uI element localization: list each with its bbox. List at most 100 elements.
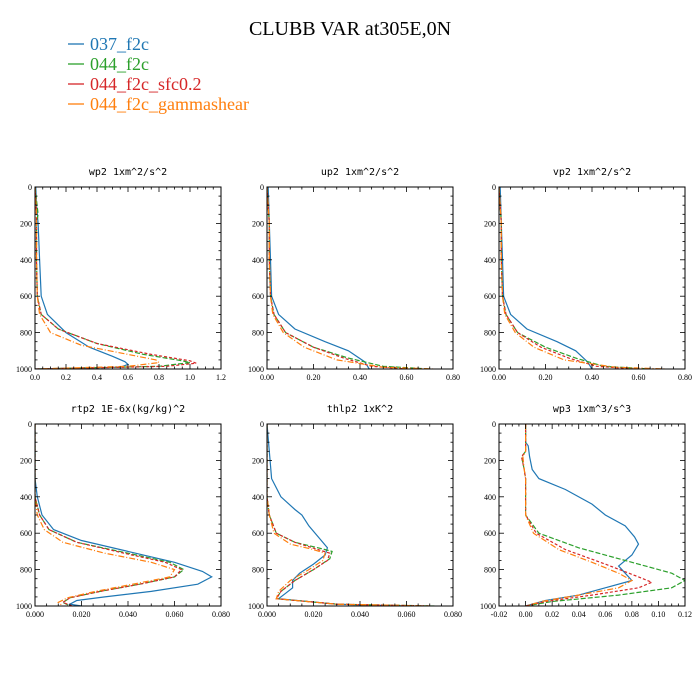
series-line-044_f2c_gammashear (499, 187, 667, 369)
panel-5: thlp2 1xK^2 0.000 0.020 0.040 0.060 0.080 0 200… (248, 404, 462, 619)
series-line-044_f2c_gammashear (35, 424, 176, 606)
y-tick-label: 0 (260, 420, 264, 429)
legend-entry: 044_f2c_gammashear (68, 94, 249, 114)
panel-4: rtp2 1E-6x(kg/kg)^2 0.000 0.020 0.040 0.060 0… (16, 404, 230, 619)
y-tick-label: 400 (20, 493, 32, 502)
series-line-044_f2c_sfc0.2 (35, 424, 183, 606)
series-line-044_f2c_gammashear (35, 187, 161, 369)
y-tick-label: 200 (484, 219, 496, 228)
y-tick-label: 1000 (16, 365, 32, 374)
plot-frame (498, 423, 686, 607)
panel-title: wp2 1xm^2/s^2 (89, 167, 167, 178)
legend-entry: 037_f2c (68, 34, 149, 54)
x-tick-label: 0.00 (260, 373, 274, 382)
y-tick-label: 0 (492, 183, 496, 192)
x-tick-label: 0.040 (119, 610, 137, 619)
x-tick-label: 0.000 (258, 610, 276, 619)
series-line-044_f2c (267, 187, 430, 369)
legend-entry: 044_f2c (68, 54, 149, 74)
x-tick-label: 0.20 (539, 373, 553, 382)
y-tick-label: 800 (252, 329, 264, 338)
panel-title: wp3 1xm^3/s^3 (553, 404, 631, 415)
y-tick-label: 800 (252, 566, 264, 575)
series-line-044_f2c (499, 187, 651, 369)
panel-3: vp2 1xm^2/s^2 0.00 0.20 0.40 0.60 0.80 0 200 400… (480, 167, 692, 382)
y-tick-label: 0 (492, 420, 496, 429)
y-tick-label: 400 (484, 256, 496, 265)
x-tick-label: -0.02 (491, 610, 508, 619)
x-tick-label: 0.04 (572, 610, 586, 619)
x-tick-label: 0.6 (123, 373, 133, 382)
panel-1: wp2 1xm^2/s^2 0.0 0.2 0.4 0.6 0.8 1.0 1.2 0 200 40… (16, 167, 226, 382)
series-line-044_f2c_gammashear (267, 187, 435, 369)
series-line-044_f2c (35, 424, 185, 606)
panel-2: up2 1xm^2/s^2 0.00 0.20 0.40 0.60 0.80 0 200 400… (248, 167, 460, 382)
series-line-037_f2c (35, 187, 130, 369)
figure-title: CLUBB VAR at305E,0N (249, 18, 451, 40)
x-tick-label: 0.4 (92, 373, 102, 382)
legend-label: 044_f2c_sfc0.2 (90, 74, 201, 94)
y-tick-label: 400 (20, 256, 32, 265)
x-tick-label: 0.2 (61, 373, 71, 382)
y-tick-label: 800 (484, 566, 496, 575)
x-tick-label: 0.060 (398, 610, 416, 619)
series-line-044_f2c_sfc0.2 (499, 187, 634, 369)
series-line-044_f2c_sfc0.2 (35, 187, 197, 369)
y-tick-label: 0 (260, 183, 264, 192)
legend-label: 044_f2c (90, 54, 149, 74)
y-tick-label: 800 (20, 329, 32, 338)
series-line-044_f2c_sfc0.2 (267, 424, 430, 606)
series-line-037_f2c (267, 424, 407, 606)
series-line-037_f2c (267, 187, 370, 369)
x-tick-label: 0.20 (307, 373, 321, 382)
plot-frame (266, 186, 454, 370)
y-tick-label: 200 (252, 456, 264, 465)
y-tick-label: 0 (28, 183, 32, 192)
x-tick-label: 0.040 (351, 610, 369, 619)
series-line-044_f2c (267, 424, 435, 606)
legend: 037_f2c044_f2c044_f2c_sfc0.2044_f2c_gamm… (68, 34, 249, 114)
series-line-037_f2c (499, 187, 593, 369)
x-tick-label: 0.02 (545, 610, 559, 619)
y-tick-label: 600 (484, 292, 496, 301)
panel-6: wp3 1xm^3/s^3 -0.02 0.00 0.02 0.04 0.06 0.08 0.… (480, 404, 692, 619)
y-tick-label: 600 (252, 529, 264, 538)
y-tick-label: 600 (20, 529, 32, 538)
x-tick-label: 0.080 (444, 610, 462, 619)
x-tick-label: 0.8 (154, 373, 164, 382)
x-tick-label: 0.40 (585, 373, 599, 382)
y-tick-label: 1000 (480, 365, 496, 374)
plot-frame (498, 186, 686, 370)
y-tick-label: 200 (20, 456, 32, 465)
y-tick-label: 200 (20, 219, 32, 228)
y-tick-label: 800 (484, 329, 496, 338)
x-tick-label: 0.06 (598, 610, 612, 619)
y-tick-label: 800 (20, 566, 32, 575)
y-tick-label: 1000 (248, 365, 264, 374)
y-tick-label: 1000 (248, 602, 264, 611)
x-tick-label: 0.020 (73, 610, 91, 619)
x-tick-label: 0.60 (632, 373, 646, 382)
x-tick-label: 1.0 (185, 373, 195, 382)
x-tick-label: 0.00 (492, 373, 506, 382)
series-line-044_f2c_sfc0.2 (267, 187, 407, 369)
series-line-044_f2c (35, 187, 191, 369)
y-tick-label: 200 (484, 456, 496, 465)
series-line-037_f2c (35, 424, 213, 606)
panel-title: vp2 1xm^2/s^2 (553, 167, 631, 178)
x-tick-label: 0.40 (353, 373, 367, 382)
y-tick-label: 1000 (16, 602, 32, 611)
x-tick-label: 0.08 (625, 610, 639, 619)
x-tick-label: 0.060 (166, 610, 184, 619)
panel-title: thlp2 1xK^2 (327, 404, 393, 415)
y-tick-label: 600 (484, 529, 496, 538)
legend-entry: 044_f2c_sfc0.2 (68, 74, 201, 94)
y-tick-label: 400 (484, 493, 496, 502)
x-tick-label: 0.000 (26, 610, 44, 619)
plot-frame (34, 423, 222, 607)
x-tick-label: 0.80 (678, 373, 692, 382)
x-tick-label: 1.2 (216, 373, 226, 382)
series-line-044_f2c_gammashear (522, 424, 634, 606)
x-tick-label: 0.80 (446, 373, 460, 382)
